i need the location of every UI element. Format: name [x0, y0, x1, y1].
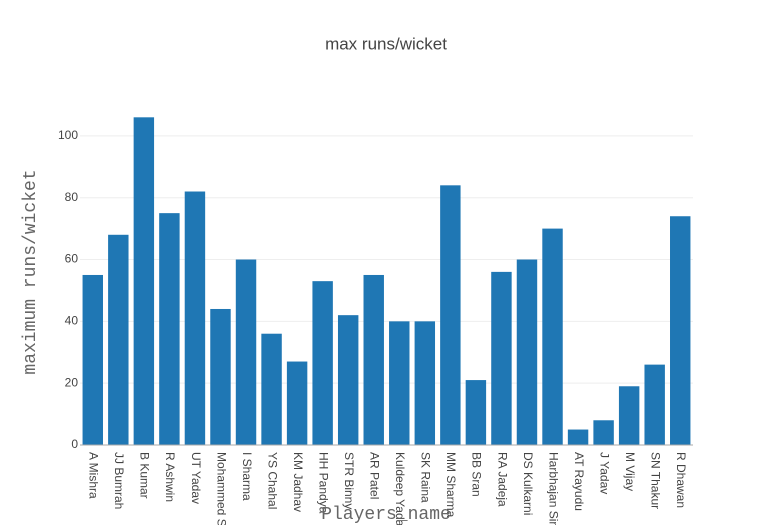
bar	[184, 191, 206, 445]
x-tick-label: AR Patel	[368, 452, 382, 499]
x-tick-label: SN Thakur	[649, 452, 663, 509]
y-tick-label: 60	[65, 252, 79, 266]
x-tick-label: R Dhawan	[674, 452, 688, 508]
y-tick-label: 40	[65, 314, 79, 328]
x-tick-label: KM Jadhav	[291, 452, 305, 512]
bar	[567, 429, 589, 445]
bar	[516, 259, 538, 445]
x-tick-label: HH Pandya	[316, 452, 330, 514]
chart-title: max runs/wicket	[325, 34, 447, 53]
y-tick-label: 0	[71, 437, 78, 451]
bar	[261, 333, 282, 445]
x-tick-label: B Kumar	[138, 452, 152, 499]
bar	[286, 361, 308, 445]
bar	[159, 213, 180, 445]
bar	[133, 117, 155, 445]
bar	[542, 228, 563, 445]
x-tick-label: YS Chahal	[265, 452, 279, 509]
bar	[644, 364, 665, 445]
bar	[363, 274, 384, 445]
y-tick-label: 100	[58, 128, 78, 142]
bar	[670, 216, 691, 445]
x-tick-label: Kuldeep Yadav	[393, 452, 407, 525]
bar	[82, 274, 103, 445]
x-tick-label: R Ashwin	[163, 452, 177, 502]
x-tick-label: I Sharma	[240, 452, 254, 501]
bar	[389, 321, 410, 445]
bar	[312, 281, 333, 445]
x-tick-label: RA Jadeja	[495, 452, 509, 507]
bar	[593, 420, 614, 445]
bar	[235, 259, 257, 445]
x-tick-label: DS Kulkarni	[521, 452, 535, 515]
x-tick-label: Mohammed Shami	[214, 452, 228, 525]
bar	[618, 386, 640, 445]
x-axis-title: Players_name	[321, 505, 451, 525]
x-tick-label: STR Binny	[342, 452, 356, 509]
x-tick-label: A Mishra	[87, 452, 101, 499]
bar	[108, 234, 129, 445]
x-tick-label: Harbhajan Singh	[546, 452, 560, 525]
x-tick-label: UT Yadav	[189, 452, 203, 504]
bar	[414, 321, 436, 445]
x-tick-label: BB Sran	[470, 452, 484, 497]
x-tick-label: SK Raina	[419, 452, 433, 503]
bar	[465, 380, 487, 445]
y-axis-title: maximum runs/wicket	[21, 169, 41, 374]
bar	[210, 308, 231, 445]
x-tick-label: MM Sharma	[444, 452, 458, 518]
bar	[491, 271, 512, 445]
x-tick-label: M Vijay	[623, 452, 637, 491]
x-tick-label: JJ Bumrah	[112, 452, 126, 509]
bar	[440, 185, 461, 446]
y-tick-label: 20	[65, 375, 79, 389]
x-tick-label: J Yadav	[597, 452, 611, 494]
x-tick-label: AT Rayudu	[572, 452, 586, 511]
y-tick-label: 80	[65, 190, 79, 204]
bar	[337, 315, 359, 445]
